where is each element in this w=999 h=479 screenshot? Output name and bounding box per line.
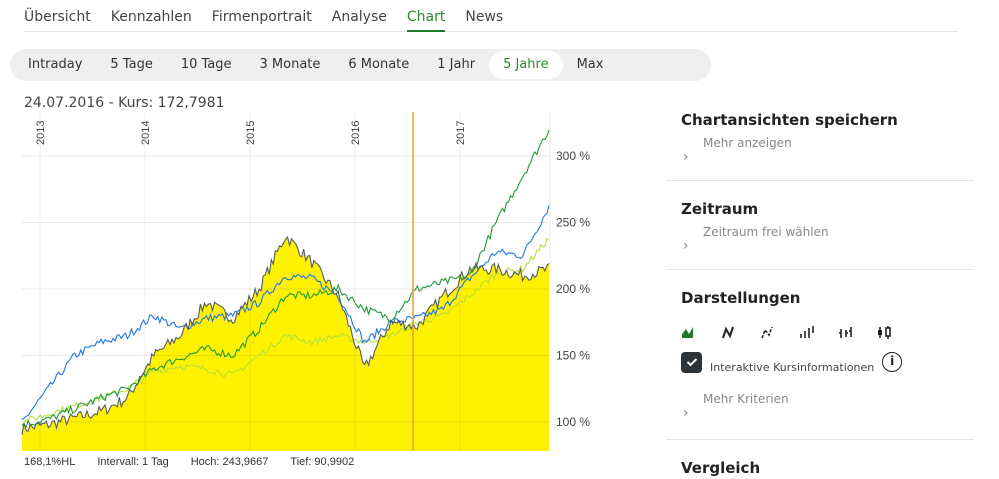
interval-stat: Intervall: 1 Tag: [97, 456, 169, 468]
time-range-selector: Intraday 5 Tage 10 Tage 3 Monate 6 Monate 1 J…: [10, 49, 711, 81]
series-line: [21, 238, 550, 426]
chevron-right-icon: ›: [683, 238, 689, 254]
tab-news[interactable]: News: [465, 9, 504, 25]
chevron-right-icon: ›: [683, 405, 689, 421]
cursor-price-info: 24.07.2016 - Kurs: 172,7981: [24, 95, 225, 111]
section-title: Zeitraum: [681, 200, 759, 218]
x-tick-label: 2013: [35, 121, 47, 145]
chart-canvas[interactable]: 2013 2014 2015 2016 2017 100 % 150 % 200 % 250 %…: [0, 108, 660, 453]
price-chart[interactable]: 2013 2014 2015 2016 2017 100 % 150 % 200 % 250 %…: [0, 108, 660, 453]
tab-chart[interactable]: Chart: [406, 0, 446, 32]
hlc-bars-icon[interactable]: [837, 324, 855, 340]
show-more-link[interactable]: Mehr anzeigen ›: [681, 129, 974, 175]
x-tick-label: 2015: [245, 121, 257, 145]
more-criteria-link[interactable]: Mehr Kriterien ›: [681, 385, 974, 431]
x-tick-label: 2014: [140, 121, 152, 145]
range-10-tage[interactable]: 10 Tage: [180, 57, 232, 72]
tab--bersicht[interactable]: Übersicht: [24, 9, 91, 25]
series-line: [21, 130, 550, 429]
choose-period-link[interactable]: Zeitraum frei wählen ›: [681, 218, 974, 264]
save-views-section: Chartansichten speichern Mehr anzeigen ›: [666, 100, 974, 181]
high-stat: Hoch: 243,9667: [190, 456, 269, 468]
chart-stats: 168,1%HL Intervall: 1 Tag Hoch: 243,9667…: [24, 456, 354, 468]
range-6-monate[interactable]: 6 Monate: [348, 57, 410, 72]
link-label: Mehr Kriterien: [703, 392, 789, 406]
chart-type-icons: [681, 323, 974, 341]
dotted-line-chart-icon[interactable]: [759, 324, 777, 340]
info-icon[interactable]: i: [882, 352, 903, 372]
range-3-monate[interactable]: 3 Monate: [259, 57, 321, 72]
x-tick-label: 2017: [455, 121, 467, 145]
range-5-jahre[interactable]: 5 Jahre: [489, 51, 563, 79]
main-area: [22, 237, 549, 451]
display-section: Darstellungen Interaktive Kursinformatio…: [666, 270, 974, 440]
checkmark-icon: [686, 358, 697, 367]
interactive-info-row: Interaktive Kursinformationen i: [681, 349, 974, 375]
main-tabs: Übersicht Kennzahlen Firmenportrait Analyse…: [24, 0, 958, 32]
ohlc-bars-icon[interactable]: [798, 324, 816, 340]
y-tick-label: 300 %: [556, 149, 590, 163]
range-1-jahr[interactable]: 1 Jahr: [437, 57, 476, 72]
checkbox-label: Interaktive Kursinformationen: [710, 360, 875, 374]
range-max[interactable]: Max: [576, 57, 604, 72]
section-title: Darstellungen: [681, 289, 801, 307]
chevron-right-icon: ›: [683, 149, 689, 165]
tab-kennzahlen[interactable]: Kennzahlen: [110, 9, 192, 25]
period-section: Zeitraum Zeitraum frei wählen ›: [666, 181, 974, 270]
chart-settings-sidebar: Chartansichten speichern Mehr anzeigen ›…: [666, 100, 974, 477]
section-title: Chartansichten speichern: [681, 111, 898, 129]
tab-analyse[interactable]: Analyse: [331, 9, 387, 25]
y-tick-label: 200 %: [556, 282, 590, 296]
series-line: [21, 235, 550, 435]
section-title: Vergleich: [681, 459, 761, 477]
candlestick-icon[interactable]: [876, 324, 894, 340]
range-intraday[interactable]: Intraday: [28, 57, 83, 72]
x-tick-label: 2016: [350, 121, 362, 145]
compare-section: Vergleich: [666, 440, 974, 477]
y-tick-label: 100 %: [556, 415, 590, 429]
link-label: Zeitraum frei wählen: [703, 225, 829, 239]
y-tick-label: 150 %: [556, 349, 590, 363]
range-5-tage[interactable]: 5 Tage: [110, 57, 153, 72]
y-tick-label: 250 %: [556, 216, 590, 230]
tab-firmenportrait[interactable]: Firmenportrait: [211, 9, 312, 25]
area-chart-icon[interactable]: [681, 324, 699, 340]
link-label: Mehr anzeigen: [703, 136, 792, 150]
hl-stat: 168,1%HL: [24, 456, 76, 468]
line-chart-icon[interactable]: [720, 324, 738, 340]
low-stat: Tief: 90,9902: [290, 456, 355, 468]
series-line: [21, 205, 550, 421]
interactive-info-checkbox[interactable]: [681, 351, 702, 373]
